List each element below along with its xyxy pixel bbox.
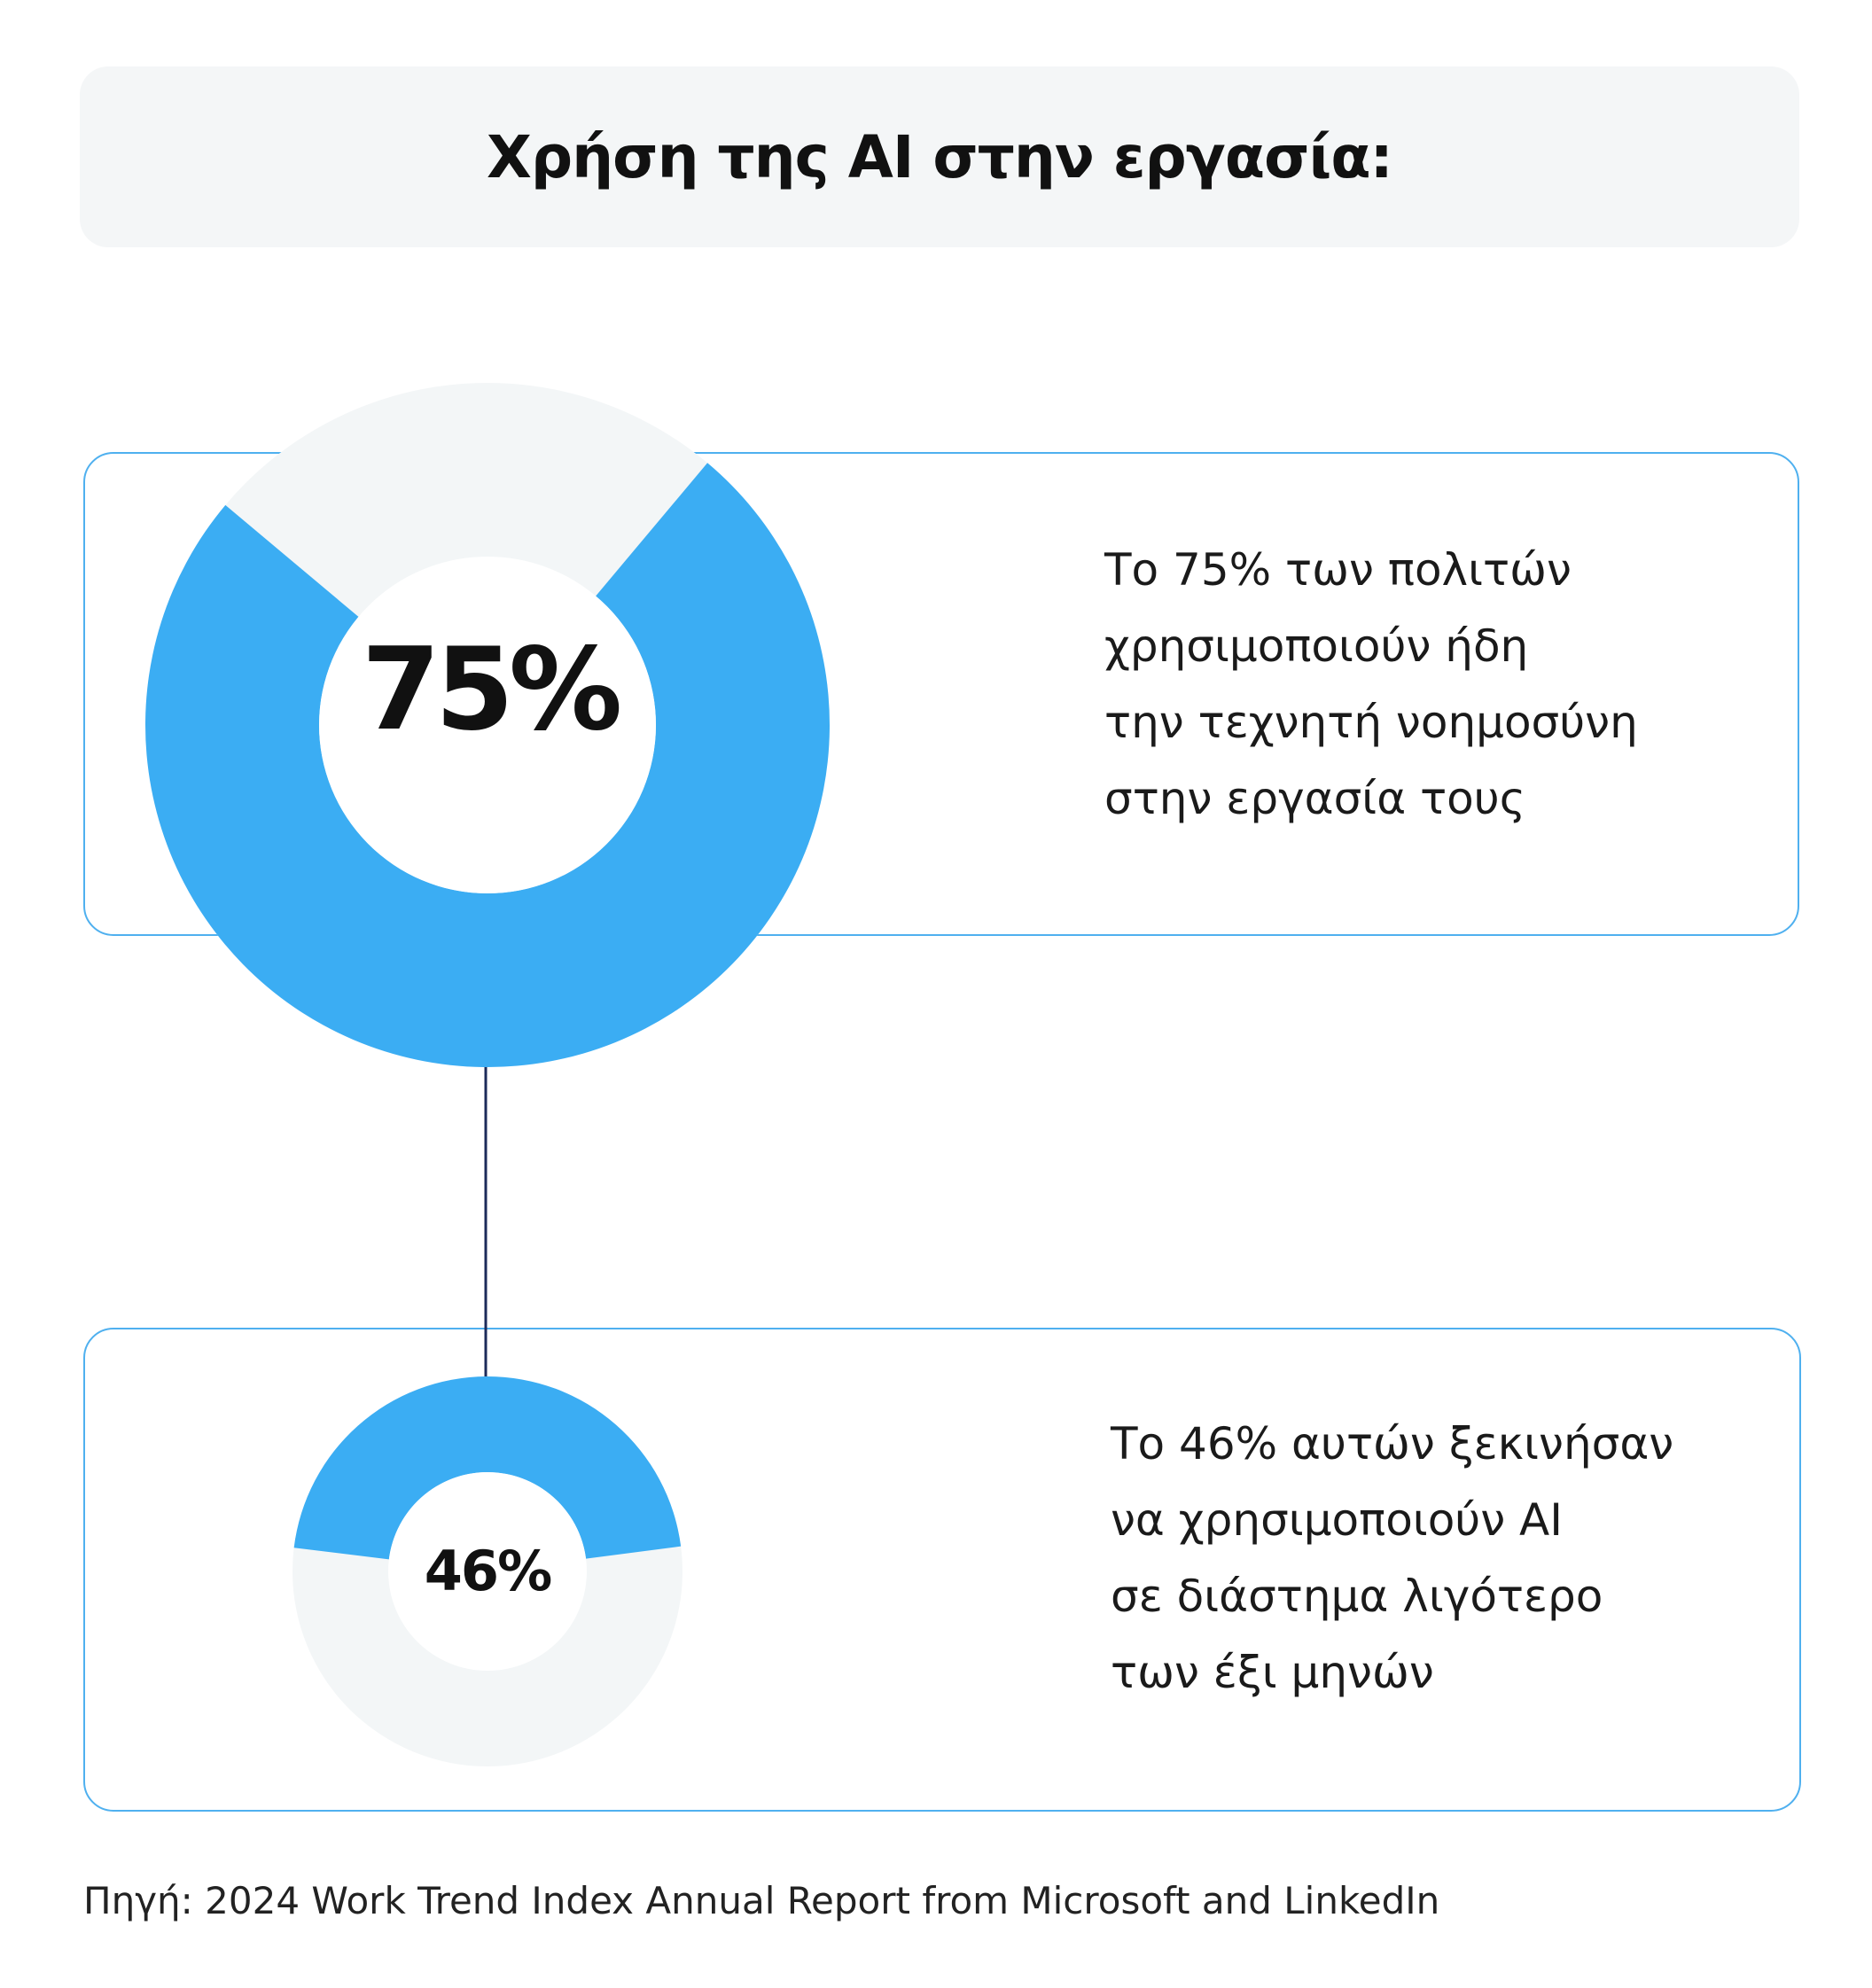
donut-75-center-hole: [319, 557, 656, 893]
donut-chart-46: [292, 1376, 682, 1766]
description-line: στην εργασία τους: [1104, 773, 1526, 824]
donut-46-value-slice: [293, 1376, 682, 1560]
donut-label-46: 46%: [425, 1539, 551, 1603]
description-line: να χρησιμοποιούν AI: [1111, 1494, 1564, 1546]
stat-description-46: Το 46% αυτών ξεκινήσαν να χρησιμοποιούν …: [1111, 1406, 1673, 1711]
title-banner: Χρήση της AI στην εργασία:: [80, 66, 1799, 247]
description-line: σε διάστημα λιγότερο: [1111, 1571, 1603, 1622]
description-line: των έξι μηνών: [1111, 1647, 1434, 1698]
donut-chart-75: [144, 383, 830, 1067]
source-note: Πηγή: 2024 Work Trend Index Annual Repor…: [83, 1879, 1440, 1922]
description-line: Το 46% αυτών ξεκινήσαν: [1111, 1418, 1674, 1470]
page-title: Χρήση της AI στην εργασία:: [487, 122, 1393, 191]
donut-label-75: 75%: [362, 624, 620, 756]
description-line: την τεχνητή νοημοσύνη: [1104, 697, 1638, 748]
donut-75-value-slice: [144, 463, 830, 1067]
donut-46-center-hole: [388, 1472, 587, 1671]
description-line: χρησιμοποιούν ήδη: [1104, 620, 1529, 672]
description-line: Το 75% των πολιτών: [1104, 544, 1572, 596]
stat-description-75: Το 75% των πολιτών χρησιμοποιούν ήδη την…: [1104, 532, 1638, 837]
